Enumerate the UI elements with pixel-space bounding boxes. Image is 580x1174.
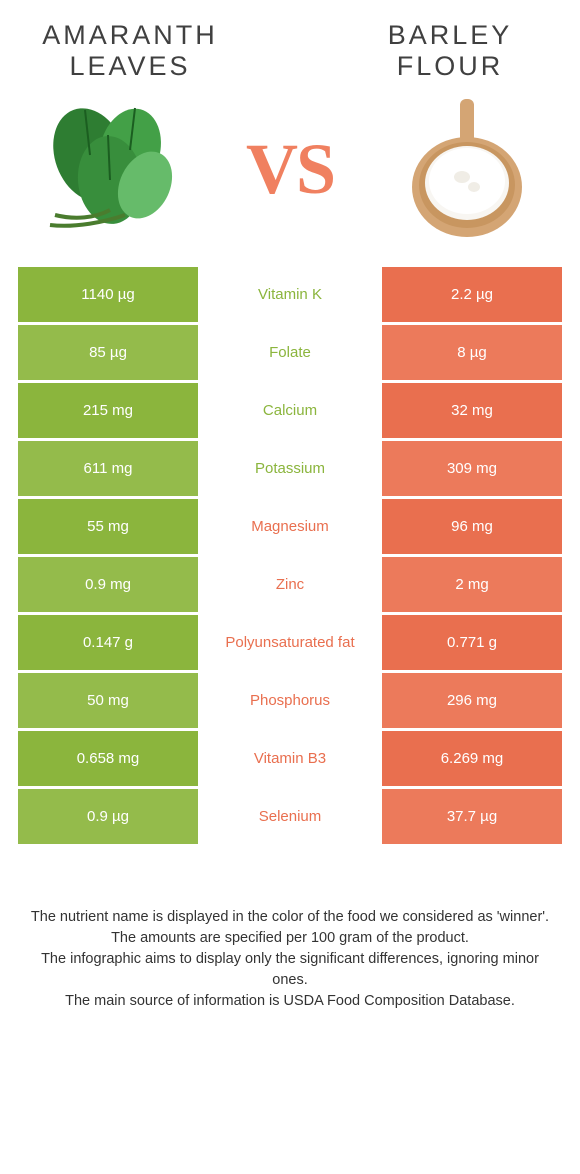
right-value: 96 mg [382,499,562,554]
nutrient-name: Calcium [198,383,382,438]
table-row: 215 mgCalcium32 mg [18,383,562,438]
nutrient-table: 1140 µgVitamin K2.2 µg85 µgFolate8 µg215… [18,267,562,844]
nutrient-name: Polyunsaturated fat [198,615,382,670]
barley-flour-spoon-icon [392,97,537,242]
header: Amaranth Leaves Barley Flour [0,0,580,92]
table-row: 50 mgPhosphorus296 mg [18,673,562,728]
footnote-line: The infographic aims to display only the… [28,949,552,991]
right-food-image [380,97,550,242]
right-value: 32 mg [382,383,562,438]
table-row: 1140 µgVitamin K2.2 µg [18,267,562,322]
left-food-title-col: Amaranth Leaves [30,20,230,82]
left-food-title: Amaranth Leaves [30,20,230,82]
footnote-line: The main source of information is USDA F… [28,991,552,1012]
right-value: 309 mg [382,441,562,496]
right-value: 8 µg [382,325,562,380]
left-value: 1140 µg [18,267,198,322]
left-value: 85 µg [18,325,198,380]
right-food-title-col: Barley Flour [350,20,550,82]
nutrient-name: Folate [198,325,382,380]
images-row: VS [0,92,580,267]
right-value: 6.269 mg [382,731,562,786]
left-value: 50 mg [18,673,198,728]
right-value: 0.771 g [382,615,562,670]
table-row: 0.147 gPolyunsaturated fat0.771 g [18,615,562,670]
nutrient-name: Vitamin K [198,267,382,322]
table-row: 0.9 mgZinc2 mg [18,557,562,612]
nutrient-name: Magnesium [198,499,382,554]
footnotes: The nutrient name is displayed in the co… [0,847,580,1012]
nutrient-name: Phosphorus [198,673,382,728]
left-value: 215 mg [18,383,198,438]
footnote-line: The amounts are specified per 100 gram o… [28,928,552,949]
right-value: 296 mg [382,673,562,728]
left-value: 0.9 µg [18,789,198,844]
table-row: 0.9 µgSelenium37.7 µg [18,789,562,844]
right-value: 2.2 µg [382,267,562,322]
footnote-line: The nutrient name is displayed in the co… [28,907,552,928]
table-row: 0.658 mgVitamin B36.269 mg [18,731,562,786]
nutrient-name: Zinc [198,557,382,612]
table-row: 85 µgFolate8 µg [18,325,562,380]
table-row: 55 mgMagnesium96 mg [18,499,562,554]
left-value: 0.658 mg [18,731,198,786]
right-food-title: Barley Flour [350,20,550,82]
nutrient-name: Vitamin B3 [198,731,382,786]
left-value: 0.9 mg [18,557,198,612]
right-value: 2 mg [382,557,562,612]
left-food-image [30,97,200,242]
left-value: 55 mg [18,499,198,554]
nutrient-name: Selenium [198,789,382,844]
nutrient-name: Potassium [198,441,382,496]
right-value: 37.7 µg [382,789,562,844]
left-value: 611 mg [18,441,198,496]
left-value: 0.147 g [18,615,198,670]
amaranth-leaves-icon [35,100,195,240]
vs-label: VS [246,128,334,211]
table-row: 611 mgPotassium309 mg [18,441,562,496]
